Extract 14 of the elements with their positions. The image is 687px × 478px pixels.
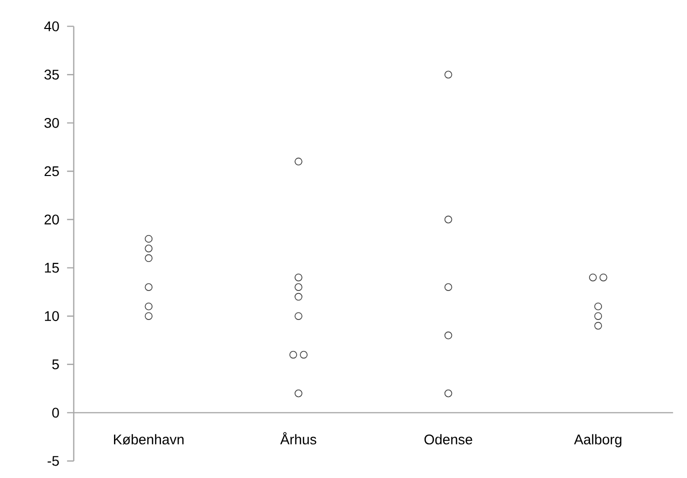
y-tick-label: -5	[48, 456, 59, 466]
y-tick-label: 20	[44, 214, 59, 224]
y-tick-label: 0	[52, 408, 59, 418]
y-tick-label: 10	[44, 311, 59, 322]
x-tick-label: Odense	[424, 434, 472, 444]
y-tick-label: 25	[44, 166, 59, 176]
y-tick-label: 30	[44, 118, 59, 128]
y-tick-label: 15	[44, 262, 59, 273]
y-tick-label: 35	[44, 70, 59, 80]
x-tick-label: Aalborg	[574, 434, 622, 448]
x-tick-label: Århus	[280, 432, 316, 444]
y-tick-label: 40	[44, 21, 59, 32]
y-tick-label: 5	[52, 360, 59, 370]
x-tick-label: København	[114, 434, 184, 445]
